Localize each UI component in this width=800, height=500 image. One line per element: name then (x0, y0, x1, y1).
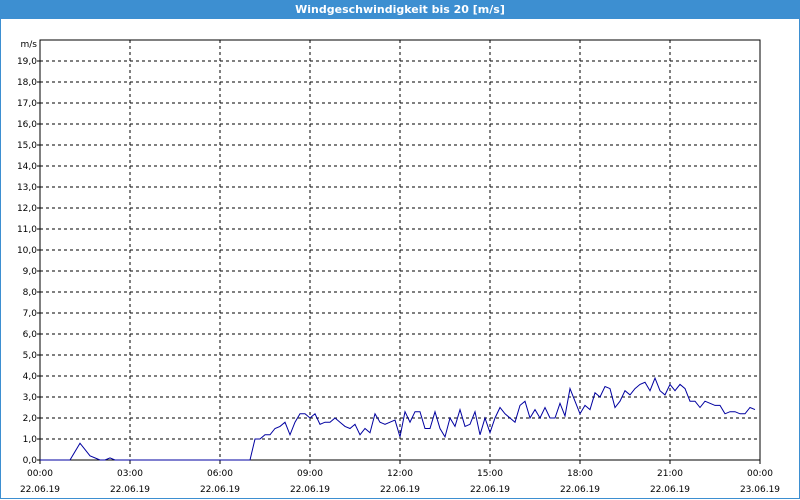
series-line-wind-speed (40, 376, 756, 461)
x-tick-time-label: 12:00 (387, 469, 413, 479)
y-tick-label: 11,0 (17, 225, 37, 235)
x-tick-time-label: 15:00 (477, 469, 503, 479)
y-tick-label: 3,0 (23, 393, 38, 403)
x-tick-date-label: 22.06.19 (200, 485, 240, 495)
y-tick-label: 18,0 (17, 78, 37, 88)
y-tick-label: 12,0 (17, 204, 37, 214)
y-tick-label: 0,0 (23, 456, 38, 466)
y-tick-label: 2,0 (23, 414, 38, 424)
y-tick-label: 16,0 (17, 120, 37, 130)
y-tick-label: 5,0 (23, 351, 38, 361)
x-tick-time-label: 09:00 (297, 469, 323, 479)
y-tick-label: 14,0 (17, 162, 37, 172)
y-axis-label: m/s (21, 40, 38, 50)
x-tick-date-label: 22.06.19 (290, 485, 330, 495)
x-tick-date-label: 22.06.19 (380, 485, 420, 495)
y-tick-label: 19,0 (17, 57, 37, 67)
chart-title: Windgeschwindigkeit bis 20 [m/s] (0, 0, 800, 19)
y-tick-label: 9,0 (23, 267, 38, 277)
y-tick-label: 13,0 (17, 183, 37, 193)
y-tick-label: 6,0 (23, 330, 38, 340)
y-tick-label: 7,0 (23, 309, 38, 319)
x-tick-time-label: 06:00 (207, 469, 233, 479)
y-tick-label: 15,0 (17, 141, 37, 151)
x-tick-date-label: 22.06.19 (110, 485, 150, 495)
x-tick-date-label: 22.06.19 (650, 485, 690, 495)
x-tick-date-label: 23.06.19 (740, 485, 780, 495)
x-tick-time-label: 00:00 (27, 469, 53, 479)
x-tick-date-label: 22.06.19 (470, 485, 510, 495)
x-tick-time-label: 00:00 (747, 469, 773, 479)
x-tick-time-label: 21:00 (657, 469, 683, 479)
y-tick-label: 8,0 (23, 288, 38, 298)
x-tick-time-label: 18:00 (567, 469, 593, 479)
plot-area-border (39, 39, 761, 461)
y-tick-label: 10,0 (17, 246, 37, 256)
y-tick-label: 17,0 (17, 99, 37, 109)
x-tick-date-label: 22.06.19 (20, 485, 60, 495)
y-tick-label: 1,0 (23, 435, 38, 445)
x-tick-time-label: 03:00 (117, 469, 143, 479)
y-tick-label: 4,0 (23, 372, 38, 382)
x-tick-date-label: 22.06.19 (560, 485, 600, 495)
